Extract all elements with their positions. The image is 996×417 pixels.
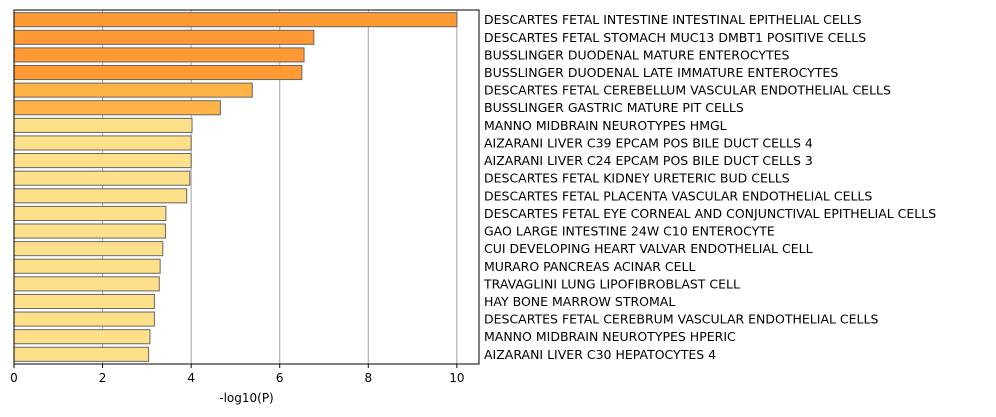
bar bbox=[13, 47, 305, 63]
category-label: AIZARANI LIVER C39 EPCAM POS BILE DUCT C… bbox=[484, 135, 813, 150]
x-tick-label: 0 bbox=[10, 371, 18, 385]
category-label: HAY BONE MARROW STROMAL bbox=[484, 294, 675, 309]
category-label: DESCARTES FETAL INTESTINE INTESTINAL EPI… bbox=[484, 12, 862, 27]
category-label: MURARO PANCREAS ACINAR CELL bbox=[484, 259, 695, 274]
category-label: BUSSLINGER DUODENAL MATURE ENTEROCYTES bbox=[484, 47, 790, 62]
bar bbox=[13, 153, 192, 169]
bar bbox=[13, 329, 151, 345]
x-tick-label: 8 bbox=[364, 371, 372, 385]
bar bbox=[13, 29, 315, 45]
category-label: CUI DEVELOPING HEART VALVAR ENDOTHELIAL … bbox=[484, 241, 813, 256]
x-tick-label: 2 bbox=[99, 371, 107, 385]
category-label: DESCARTES FETAL CEREBELLUM VASCULAR ENDO… bbox=[484, 83, 891, 98]
bar bbox=[13, 170, 191, 186]
bar bbox=[13, 188, 188, 204]
category-label: TRAVAGLINI LUNG LIPOFIBROBLAST CELL bbox=[483, 276, 740, 291]
category-label: MANNO MIDBRAIN NEUROTYPES HMGL bbox=[484, 118, 727, 133]
category-label: DESCARTES FETAL STOMACH MUC13 DMBT1 POSI… bbox=[484, 30, 866, 45]
category-label: DESCARTES FETAL EYE CORNEAL AND CONJUNCT… bbox=[484, 206, 936, 221]
bar bbox=[13, 223, 166, 239]
bars bbox=[13, 12, 458, 362]
bar bbox=[13, 293, 155, 310]
bar bbox=[13, 82, 253, 98]
bar bbox=[13, 205, 167, 221]
category-label: AIZARANI LIVER C24 EPCAM POS BILE DUCT C… bbox=[484, 153, 813, 168]
bar bbox=[13, 276, 160, 292]
x-tick-label: 6 bbox=[276, 371, 284, 385]
category-label: BUSSLINGER GASTRIC MATURE PIT CELLS bbox=[484, 100, 744, 115]
x-tick-label: 4 bbox=[187, 371, 195, 385]
x-tick-label: 10 bbox=[449, 371, 464, 385]
bar bbox=[13, 311, 155, 327]
bar bbox=[13, 12, 458, 28]
bar bbox=[13, 135, 192, 151]
bar bbox=[13, 100, 221, 116]
category-label: GAO LARGE INTESTINE 24W C10 ENTEROCYTE bbox=[484, 224, 775, 239]
bar bbox=[13, 346, 150, 362]
category-labels: DESCARTES FETAL INTESTINE INTESTINAL EPI… bbox=[483, 12, 936, 362]
bar bbox=[13, 64, 303, 81]
category-label: MANNO MIDBRAIN NEUROTYPES HPERIC bbox=[484, 329, 736, 344]
category-label: DESCARTES FETAL CEREBRUM VASCULAR ENDOTH… bbox=[484, 312, 878, 327]
grid-lines bbox=[101, 10, 458, 364]
category-label: DESCARTES FETAL PLACENTA VASCULAR ENDOTH… bbox=[484, 188, 872, 203]
category-label: DESCARTES FETAL KIDNEY URETERIC BUD CELL… bbox=[484, 171, 790, 186]
x-axis-title: -log10(P) bbox=[219, 391, 274, 405]
bar bbox=[13, 258, 161, 274]
bar bbox=[13, 241, 164, 257]
category-label: BUSSLINGER DUODENAL LATE IMMATURE ENTERO… bbox=[484, 65, 838, 80]
category-label: AIZARANI LIVER C30 HEPATOCYTES 4 bbox=[484, 347, 716, 362]
bar bbox=[13, 117, 193, 133]
x-axis: 0 2 4 6 8 10 bbox=[10, 364, 464, 385]
plot-frame bbox=[13, 9, 480, 365]
